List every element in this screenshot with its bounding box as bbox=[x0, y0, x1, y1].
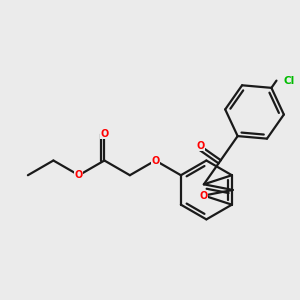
Text: Cl: Cl bbox=[284, 76, 295, 85]
Text: O: O bbox=[196, 141, 204, 151]
Text: O: O bbox=[151, 155, 160, 166]
Text: O: O bbox=[200, 190, 208, 201]
Text: O: O bbox=[75, 170, 83, 180]
Text: O: O bbox=[100, 129, 109, 139]
